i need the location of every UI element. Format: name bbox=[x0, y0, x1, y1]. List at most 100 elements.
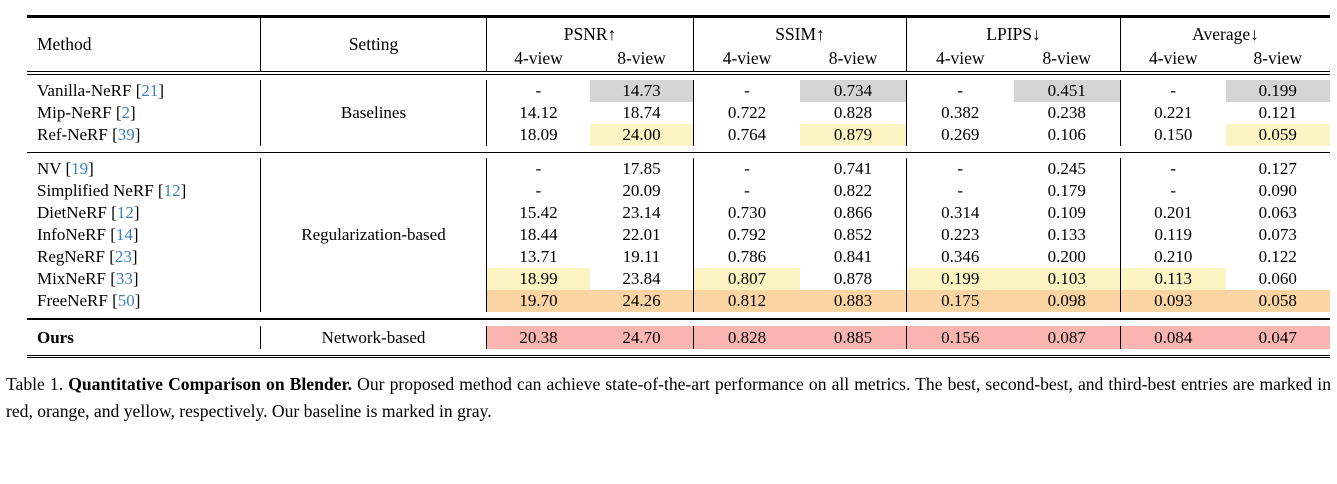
value-lpips-4view: - bbox=[957, 158, 964, 178]
table-header-row: Method Setting PSNR↑ 4-view 8-view SSIM↑… bbox=[27, 18, 1330, 71]
lpips-cells: - 0.451 bbox=[906, 79, 1120, 102]
lpips-cells: 0.314 0.109 bbox=[906, 201, 1120, 224]
caption-title: Quantitative Comparison on Blender. bbox=[68, 374, 353, 394]
results-table: Method Setting PSNR↑ 4-view 8-view SSIM↑… bbox=[27, 15, 1330, 358]
table-row: Vanilla-NeRF 21 - 14.73 - 0.734 - 0.451 - 0.… bbox=[27, 79, 1330, 102]
value-average-4view: 0.210 bbox=[1154, 246, 1193, 266]
value-lpips-8view: 0.200 bbox=[1047, 246, 1086, 266]
value-average-8view: 0.058 bbox=[1225, 289, 1330, 312]
value-psnr-4view: 18.44 bbox=[519, 224, 558, 244]
value-average-8view: 0.059 bbox=[1225, 123, 1330, 146]
average-cells: 0.210 0.122 bbox=[1120, 245, 1330, 268]
ours-divider-rule bbox=[27, 317, 1330, 320]
table-row: NV 19 - 17.85 - 0.741 - 0.245 - 0.127 bbox=[27, 157, 1330, 180]
value-lpips-4view: 0.175 bbox=[907, 289, 1014, 312]
psnr-cells: 20.38 24.70 bbox=[487, 325, 693, 349]
table-caption: Table 1. Quantitative Comparison on Blen… bbox=[6, 371, 1331, 425]
value-lpips-4view: 0.269 bbox=[941, 124, 980, 144]
method-name: MixNeRF bbox=[37, 268, 106, 288]
citation-number[interactable]: 33 bbox=[115, 268, 133, 288]
table-row: Mip-NeRF 2 Baselines 14.12 18.74 0.722 0.8… bbox=[27, 101, 1330, 124]
table-bottom-rule bbox=[27, 354, 1330, 358]
lpips-cells: 0.346 0.200 bbox=[906, 245, 1120, 268]
average-cells: - 0.090 bbox=[1120, 179, 1330, 202]
lpips-cells: 0.175 0.098 bbox=[906, 289, 1120, 312]
method-name: RegNeRF bbox=[37, 246, 105, 266]
setting-cell bbox=[260, 157, 487, 180]
header-lpips-4view: 4-view bbox=[935, 48, 985, 68]
header-bottom-rule bbox=[27, 71, 1330, 75]
psnr-cells: 13.71 19.11 bbox=[487, 246, 693, 268]
lpips-cells: 0.269 0.106 bbox=[906, 123, 1120, 146]
citation-number[interactable]: 2 bbox=[121, 102, 131, 122]
citation-number[interactable]: 50 bbox=[117, 290, 135, 310]
value-psnr-8view: 19.11 bbox=[622, 246, 661, 266]
average-cells: 0.119 0.073 bbox=[1120, 223, 1330, 246]
value-ssim-8view: 0.885 bbox=[800, 325, 906, 349]
value-ssim-4view: 0.764 bbox=[727, 124, 767, 144]
method-name: Ours bbox=[37, 327, 74, 347]
value-psnr-8view: 22.01 bbox=[622, 224, 661, 244]
method-name: Mip-NeRF bbox=[37, 102, 112, 122]
citation-number[interactable]: 21 bbox=[141, 80, 159, 100]
lpips-cells: - 0.245 bbox=[906, 157, 1120, 180]
value-lpips-4view: 0.223 bbox=[941, 224, 980, 244]
setting-cell bbox=[260, 201, 487, 224]
method-cell: Simplified NeRF 12 bbox=[27, 180, 260, 202]
citation-number[interactable]: 19 bbox=[71, 158, 89, 178]
citation-number[interactable]: 39 bbox=[117, 124, 135, 144]
value-lpips-8view: 0.106 bbox=[1047, 124, 1086, 144]
header-average-8view: 8-view bbox=[1253, 48, 1303, 68]
setting-cell bbox=[260, 123, 487, 146]
psnr-cells: 15.42 23.14 bbox=[487, 202, 693, 224]
psnr-cells: 18.99 23.84 bbox=[487, 267, 693, 290]
ssim-cells: 0.812 0.883 bbox=[693, 289, 906, 312]
value-lpips-4view: 0.382 bbox=[941, 102, 980, 122]
average-cells: 0.084 0.047 bbox=[1120, 325, 1330, 349]
value-average-8view: 0.063 bbox=[1258, 202, 1297, 222]
psnr-cells: 14.12 18.74 bbox=[487, 102, 693, 124]
citation-number[interactable]: 14 bbox=[115, 224, 133, 244]
value-lpips-4view: - bbox=[957, 180, 964, 200]
psnr-cells: - 20.09 bbox=[487, 180, 693, 202]
citation: 19 bbox=[66, 159, 94, 178]
citation-number[interactable]: 23 bbox=[114, 246, 132, 266]
setting-cell: Baselines bbox=[260, 101, 487, 124]
header-average-4view: 4-view bbox=[1148, 48, 1198, 68]
value-psnr-8view: 18.74 bbox=[622, 102, 661, 122]
value-ssim-8view: 0.866 bbox=[833, 202, 873, 222]
header-method: Method bbox=[37, 34, 92, 54]
citation-number[interactable]: 12 bbox=[116, 202, 134, 222]
value-ssim-4view: 0.807 bbox=[694, 267, 800, 290]
average-cells: 0.201 0.063 bbox=[1120, 201, 1330, 224]
lpips-cells: 0.199 0.103 bbox=[906, 267, 1120, 290]
value-average-8view: 0.090 bbox=[1258, 180, 1297, 200]
citation: 14 bbox=[110, 225, 138, 244]
header-psnr-label: PSNR↑ bbox=[563, 24, 617, 44]
value-psnr-8view: 20.09 bbox=[622, 180, 661, 200]
value-psnr-4view: 14.12 bbox=[519, 102, 558, 122]
value-ssim-8view: 0.828 bbox=[833, 102, 873, 122]
ssim-cells: 0.807 0.878 bbox=[693, 267, 906, 290]
setting-cell bbox=[260, 245, 487, 268]
value-average-4view: 0.221 bbox=[1154, 102, 1193, 122]
value-ssim-8view: 0.883 bbox=[800, 289, 906, 312]
value-ssim-8view: 0.879 bbox=[800, 123, 906, 146]
value-psnr-8view: 14.73 bbox=[590, 79, 693, 102]
method-name: NV bbox=[37, 158, 62, 178]
value-psnr-4view: 13.71 bbox=[519, 246, 558, 266]
value-psnr-8view: 24.00 bbox=[590, 123, 693, 146]
lpips-cells: - 0.179 bbox=[906, 179, 1120, 202]
ssim-cells: - 0.741 bbox=[693, 157, 906, 180]
value-psnr-8view: 23.84 bbox=[622, 268, 661, 288]
psnr-cells: 19.70 24.26 bbox=[487, 289, 693, 312]
value-average-4view: - bbox=[1170, 158, 1177, 178]
method-cell: RegNeRF 23 bbox=[27, 246, 260, 268]
citation-number[interactable]: 12 bbox=[163, 180, 181, 200]
value-lpips-8view: 0.133 bbox=[1047, 224, 1086, 244]
value-average-8view: 0.127 bbox=[1258, 158, 1297, 178]
average-cells: 0.221 0.121 bbox=[1120, 101, 1330, 124]
